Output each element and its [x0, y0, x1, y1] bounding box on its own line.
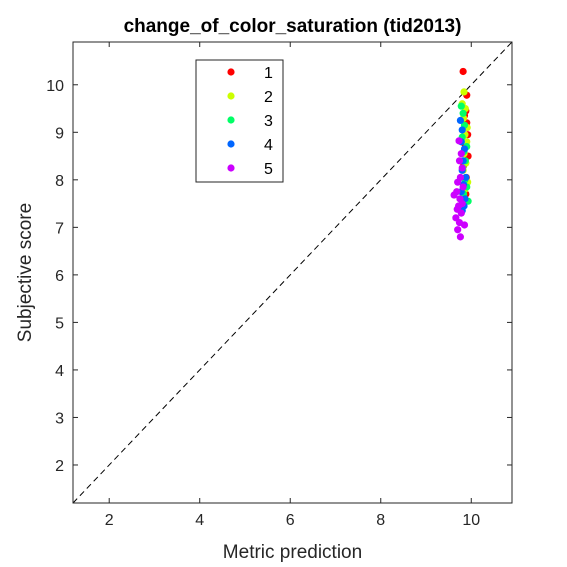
y-tick-label: 9 [55, 125, 64, 142]
y-tick-label: 2 [55, 458, 64, 475]
data-point [456, 116, 465, 125]
data-point [459, 67, 467, 76]
y-tick-label: 6 [55, 268, 64, 285]
data-point [453, 205, 461, 213]
x-axis-label: Metric prediction [223, 542, 362, 563]
x-tick-label: 2 [105, 512, 114, 529]
legend-marker-5 [227, 164, 235, 172]
legend-label-3: 3 [264, 113, 273, 130]
legend-marker-4 [227, 140, 235, 148]
y-tick-label: 5 [55, 315, 64, 332]
data-point [462, 173, 470, 182]
legend-marker-1 [227, 68, 235, 76]
data-point [450, 191, 458, 199]
data-point [458, 199, 466, 208]
data-point [459, 109, 467, 117]
x-tick-label: 4 [195, 512, 204, 529]
legend-label-4: 4 [264, 137, 273, 154]
y-tick-label: 4 [55, 363, 64, 380]
data-point [457, 150, 465, 158]
data-point [459, 183, 467, 191]
data-point [460, 88, 468, 96]
data-point [457, 102, 465, 110]
data-point [455, 157, 464, 165]
y-axis-label: Subjective score [15, 203, 36, 342]
data-point [458, 164, 466, 172]
data-point [458, 126, 466, 134]
legend-label-2: 2 [264, 89, 273, 106]
x-tick-label: 8 [376, 512, 385, 529]
y-tick-label: 7 [55, 220, 64, 237]
series-5 [450, 137, 469, 241]
data-point [455, 137, 463, 145]
y-tick-label: 10 [46, 78, 64, 95]
data-point [460, 221, 469, 229]
legend: 1 2 3 4 5 [195, 59, 284, 183]
chart-title: change_of_color_saturation (tid2013) [124, 16, 462, 37]
legend-marker-3 [227, 116, 235, 124]
y-tick-label: 3 [55, 410, 64, 427]
legend-marker-2 [227, 92, 235, 100]
legend-label-5: 5 [264, 161, 273, 178]
axes-box [72, 41, 513, 504]
y-tick-label: 8 [55, 173, 64, 190]
legend-box [195, 59, 284, 183]
data-point [454, 178, 462, 186]
x-tick-label: 6 [286, 512, 295, 529]
x-tick-label: 10 [462, 512, 480, 529]
data-point [456, 233, 465, 241]
reference-line [72, 41, 513, 504]
legend-label-1: 1 [264, 65, 273, 82]
data-point [454, 226, 462, 234]
